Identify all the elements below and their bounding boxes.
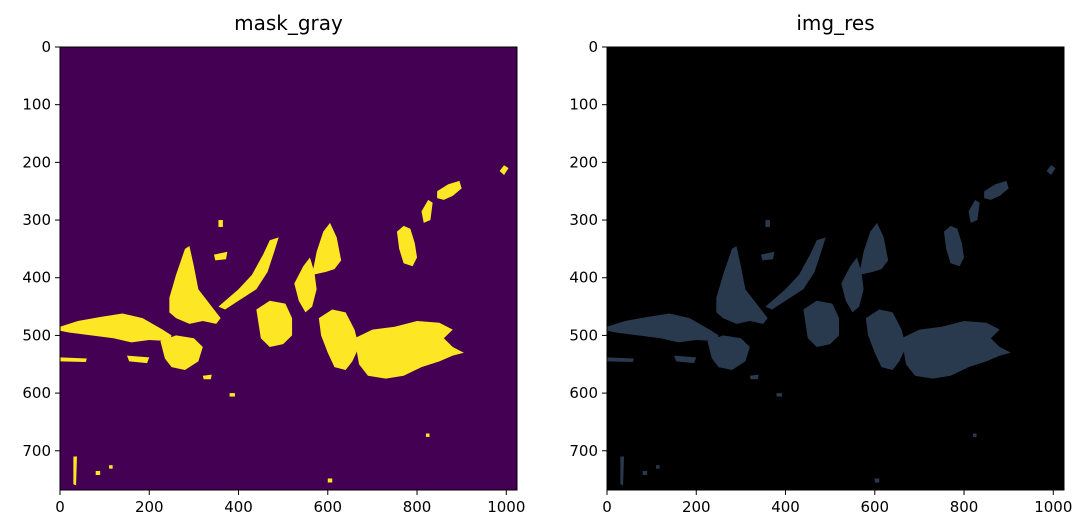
- y-tick-label: 600: [22, 384, 51, 402]
- y-tick-label: 500: [22, 326, 51, 344]
- y-tick-label: 600: [569, 384, 598, 402]
- image-background: [60, 47, 517, 490]
- x-tick-label: 400: [771, 498, 800, 516]
- y-tick-label: 0: [41, 38, 51, 56]
- x-tick-label: 1000: [1034, 498, 1072, 516]
- x-tick-label: 600: [313, 498, 342, 516]
- y-tick-label: 400: [22, 269, 51, 287]
- x-tick-label: 200: [135, 498, 164, 516]
- x-tick-label: 600: [860, 498, 889, 516]
- subplot-title: img_res: [796, 11, 874, 35]
- x-tick-label: 0: [602, 498, 612, 516]
- axes-frame: [59, 46, 518, 491]
- y-tick-label: 700: [22, 442, 51, 460]
- y-tick-label: 100: [22, 96, 51, 114]
- x-tick-label: 800: [403, 498, 432, 516]
- x-tick-label: 800: [950, 498, 979, 516]
- subplot-title: mask_gray: [234, 11, 343, 35]
- y-tick-label: 300: [569, 211, 598, 229]
- y-tick-label: 100: [569, 96, 598, 114]
- subplot-2: img_res 0 200 400 600 800 1000 0 100 200 300 400 500…: [569, 11, 1072, 516]
- x-tick-label: 1000: [487, 498, 525, 516]
- y-tick-label: 300: [22, 211, 51, 229]
- y-tick-label: 500: [569, 326, 598, 344]
- y-tick-label: 200: [569, 153, 598, 171]
- y-tick-label: 700: [569, 442, 598, 460]
- y-tick-label: 400: [569, 269, 598, 287]
- x-tick-label: 200: [682, 498, 711, 516]
- y-tick-label: 0: [588, 38, 598, 56]
- axes-frame: [606, 46, 1065, 491]
- subplot-1: mask_gray 0 200 400 600 800 1000 0 100 200 300 400 5…: [22, 11, 525, 516]
- image-background: [607, 47, 1064, 490]
- x-tick-label: 0: [55, 498, 65, 516]
- x-tick-label: 400: [224, 498, 253, 516]
- y-tick-label: 200: [22, 153, 51, 171]
